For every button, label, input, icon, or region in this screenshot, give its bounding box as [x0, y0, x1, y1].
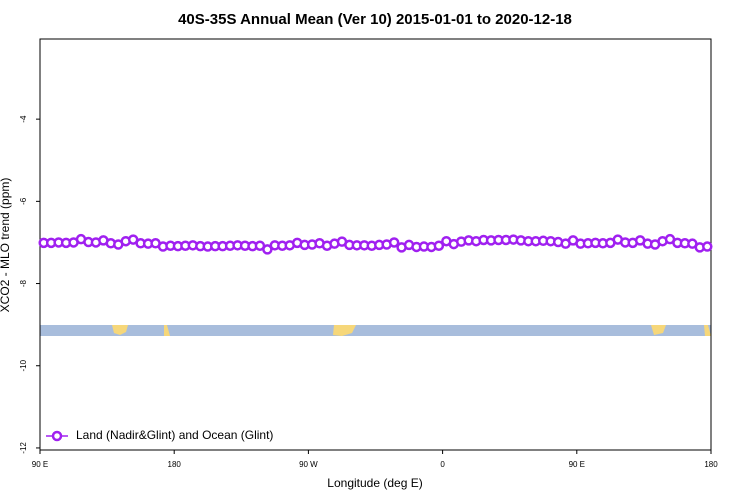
land — [651, 325, 666, 335]
y-tick-label: -10 — [19, 359, 28, 371]
y-tick-label: -12 — [19, 442, 28, 454]
x-axis-label: Longitude (deg E) — [327, 476, 422, 490]
data-point — [433, 240, 445, 251]
data-point — [702, 241, 713, 252]
x-tick-label: 180 — [704, 460, 718, 469]
y-tick-label: -6 — [19, 197, 28, 205]
y-tick-label: -4 — [19, 115, 28, 123]
legend-label: Land (Nadir&Glint) and Ocean (Glint) — [76, 428, 273, 442]
land — [112, 325, 128, 335]
x-tick-label: 90 W — [299, 460, 318, 469]
land — [164, 325, 170, 336]
data-point — [388, 237, 400, 248]
land-ocean-strip — [40, 325, 711, 336]
land — [704, 325, 711, 336]
data-point — [262, 244, 273, 255]
chart-title: 40S-35S Annual Mean (Ver 10) 2015-01-01 … — [178, 11, 572, 28]
x-tick-label: 180 — [168, 460, 182, 469]
legend-marker — [51, 430, 63, 442]
ocean-band — [40, 325, 711, 336]
x-tick-label: 90 E — [569, 460, 585, 469]
y-tick-label: -8 — [19, 279, 28, 287]
x-tick-label: 90 E — [32, 460, 48, 469]
land — [333, 325, 356, 336]
y-axis-label: XCO2 - MLO trend (ppm) — [0, 178, 12, 313]
x-tick-label: 0 — [440, 460, 445, 469]
